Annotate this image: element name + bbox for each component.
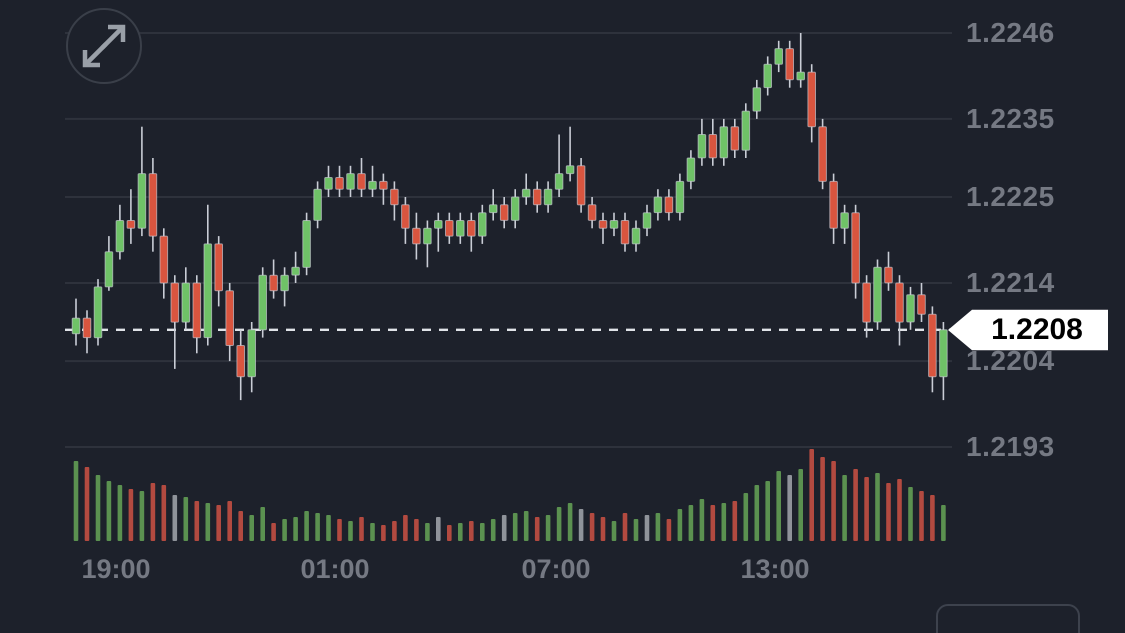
- price-axis-label: 1.2214: [966, 267, 1055, 298]
- price-axis-label: 1.2193: [966, 431, 1055, 462]
- expand-arrows-icon: [82, 24, 126, 68]
- candlestick-series: [71, 33, 948, 401]
- price-axis-label: 1.2225: [966, 181, 1055, 212]
- price-axis-label: 1.2246: [966, 17, 1055, 48]
- time-axis-label: 19:00: [81, 554, 151, 584]
- bottom-right-button[interactable]: [936, 604, 1080, 633]
- price-gridlines: [65, 32, 952, 448]
- price-axis-label: 1.2235: [966, 103, 1055, 134]
- time-axis-label: 01:00: [300, 554, 370, 584]
- current-price-tag: 1.2208: [948, 309, 1108, 351]
- current-price-value: 1.2208: [991, 313, 1083, 346]
- time-axis-label: 13:00: [740, 554, 810, 584]
- volume-series: [73, 449, 946, 541]
- expand-button[interactable]: [66, 8, 142, 84]
- time-axis-label: 07:00: [521, 554, 591, 584]
